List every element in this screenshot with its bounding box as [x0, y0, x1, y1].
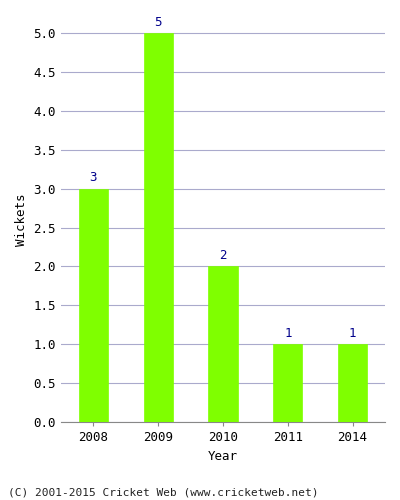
Text: 2: 2: [219, 249, 227, 262]
Text: (C) 2001-2015 Cricket Web (www.cricketweb.net): (C) 2001-2015 Cricket Web (www.cricketwe…: [8, 488, 318, 498]
Bar: [79, 188, 108, 422]
Y-axis label: Wickets: Wickets: [15, 194, 28, 246]
Text: 1: 1: [284, 326, 292, 340]
Bar: [273, 344, 302, 422]
Text: 1: 1: [349, 326, 356, 340]
Bar: [208, 266, 238, 422]
Bar: [144, 33, 173, 422]
X-axis label: Year: Year: [208, 450, 238, 462]
Text: 3: 3: [90, 171, 97, 184]
Bar: [338, 344, 367, 422]
Text: 5: 5: [154, 16, 162, 28]
